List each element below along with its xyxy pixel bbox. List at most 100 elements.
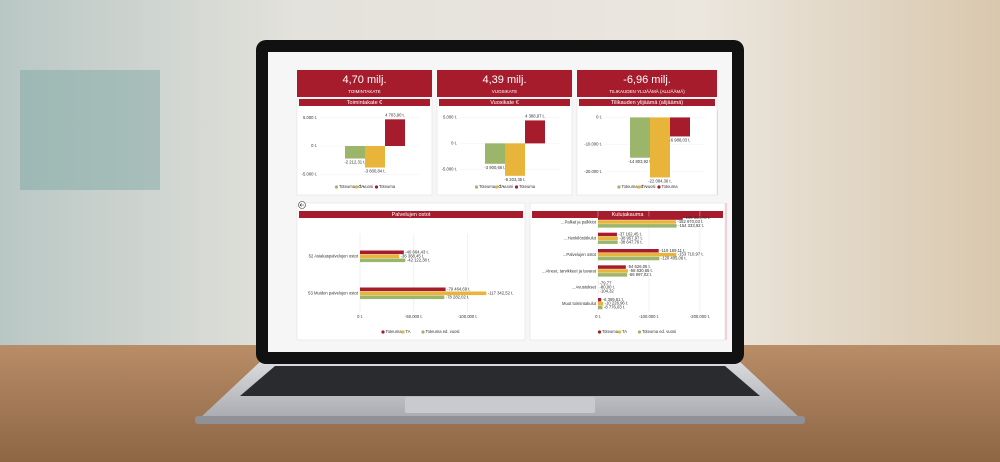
bar [598,301,604,306]
category-label: ...Palkat ja palkkiot [561,219,597,224]
bar [598,273,628,277]
category-label: 53 Muiden palvelujen ostot [308,291,359,296]
value-label: -6 369,61 t. [603,297,624,302]
value-label: -119 169,11 t. [660,248,685,253]
value-label: -6 988,03 t. [669,138,690,143]
y-tick-label: 0 t. [311,143,317,148]
category-label: ...Aineet, tarvikkeet ja tavarat [542,268,597,273]
value-label: -10 226,96 t. [605,301,629,306]
legend-label: TA [359,184,364,189]
panel-title-bar [299,211,523,218]
value-label: -80,00 t. [600,284,615,289]
value-label: -2 212,31 t. [344,160,365,165]
bar [365,146,385,168]
kpi-card [437,70,572,97]
panel-title: Tilikauden ylijäämä (alijäämä) [611,100,683,106]
legend-label: Toteuma [386,329,403,334]
value-label: 4 703,90 t. [385,112,405,117]
y-tick-label: -10.000 t. [584,142,602,147]
dashboard: 4,70 milj. TOIMINTAKATE 4,39 milj. VUOSIKAT… [296,70,726,341]
value-label: -3 900,66 t. [484,165,505,170]
legend-label: Toteuma [662,184,679,189]
kpi-card [577,70,717,97]
bar [525,120,545,144]
bar [360,250,404,255]
value-label: -14 803,92 t. [628,159,652,164]
value-label: -38 647,76 t. [619,239,643,244]
x-tick-label: 0 t. [357,314,363,319]
kpi-label: TOIMINTAKATE [348,89,381,94]
value-label: -54 626,06 t. [627,264,651,269]
legend-label: TA [499,184,504,189]
legend-label: TA [406,329,411,334]
value-label: -120 405,06 t. [661,256,687,261]
bar [598,224,677,228]
bar [598,232,617,237]
value-label: -56 997,02 t. [629,272,653,277]
legend-swatch [354,185,359,189]
bar [598,220,676,224]
value-label: -58 630,65 t. [629,268,653,273]
category-label: ...Palvelujen ostot [563,252,597,257]
legend-swatch [637,185,641,189]
bar [598,216,683,220]
bar [630,117,650,158]
value-label: -42 122,38 t. [407,257,431,262]
bar [598,269,628,273]
bar [385,119,405,146]
bar [598,249,659,253]
kpi-card [297,70,432,97]
kpi-value: -6,96 milj. [623,74,671,86]
legend-swatch [514,185,519,189]
legend-label: TA [642,184,647,189]
category-label: Muut toimintakulut [562,301,597,306]
legend-label: TA [622,329,627,334]
panel-title: Vuosikate € [490,100,519,106]
legend-label: Toteuma [519,184,536,189]
bar [505,143,525,176]
bar [670,117,690,137]
value-label: 4 388,97 t. [525,114,545,119]
bar [598,236,618,241]
panel-title: Kulujakauma [612,212,645,218]
trackpad [405,397,595,413]
panel-title-bar [299,99,430,106]
legend-swatch [494,185,499,189]
value-label: -166 334,78 t. [684,215,710,220]
category-label: ...Avustukset [572,285,597,290]
value-label: -6 203,35 t. [504,177,525,182]
y-tick-label: -5.000 t. [302,171,317,176]
legend-swatch [617,330,622,334]
value-label: -152 970,03 t. [677,219,703,224]
legend-swatch [401,330,405,334]
kpi-value: 4,70 milj. [342,74,386,86]
legend-swatch [374,185,379,189]
legend-label: Toteuma [602,329,619,334]
category-label: 52 Asiakaspalvelujen ostot [309,254,359,259]
value-label: -8 776,03 t. [604,305,625,310]
bar [485,143,505,164]
y-tick-label: 0 t. [596,115,602,120]
value-label: -40 664,43 t. [405,249,429,254]
panel-title-bar [532,211,723,218]
bar [598,305,603,310]
legend-swatch [421,330,425,334]
legend-swatch [381,330,385,334]
bar [598,240,618,244]
value-label: -3 800,84 t. [364,169,385,174]
legend-swatch [617,185,621,189]
panel-title-bar [439,99,570,106]
bar [598,298,602,302]
kpi-label: VUOSIKATE [492,89,517,94]
value-label: -36 368,45 t. [401,253,425,258]
laptop-edge [195,416,805,424]
keyboard [240,366,760,396]
kpi-label: TILIKAUDEN YLIJÄÄMÄ (ALIJÄÄMÄ) [609,88,685,94]
value-label: -78 282,02 t. [446,294,470,299]
value-label: -79,77 [600,281,613,286]
bar [360,254,400,259]
value-label: -117 342,52 t. [488,290,514,295]
value-label: -38 957,97 t. [619,235,643,240]
bar [598,256,660,261]
